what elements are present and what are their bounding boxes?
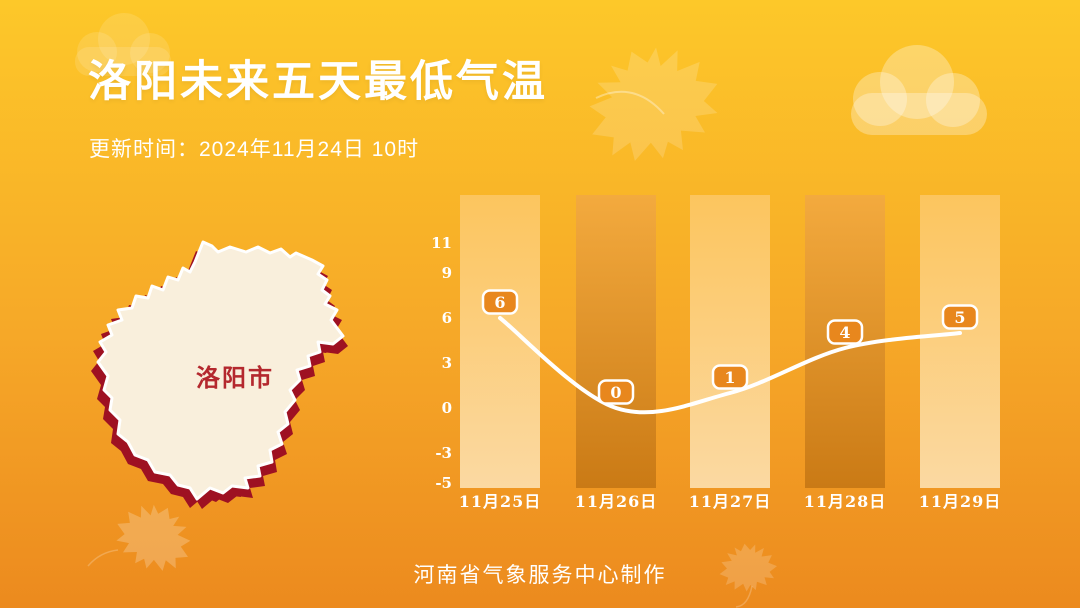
data-label-bubble — [597, 379, 635, 405]
x-axis-label: 11月29日 — [919, 492, 1002, 511]
chart-bar — [576, 195, 656, 488]
x-axis-label: 11月26日 — [575, 492, 658, 511]
x-axis-label: 11月28日 — [804, 492, 887, 511]
temperature-line — [498, 316, 962, 415]
footer-credit: 河南省气象服务中心制作 — [413, 564, 667, 587]
maple-leaf-icon — [568, 26, 736, 180]
x-axis-label: 11月25日 — [459, 492, 542, 511]
data-label-bubble — [481, 289, 519, 315]
y-axis-tick: 9 — [442, 264, 452, 282]
data-label-bubble — [826, 319, 864, 345]
data-label-value: 6 — [494, 293, 505, 312]
region-label: 洛阳市 — [196, 364, 274, 392]
data-label-value: 1 — [724, 368, 735, 387]
leaf-stem-curve — [595, 90, 665, 115]
temperature-chart: 11月25日 11月26日 11月27日 11月28日 11月29日 11 9 6 3 0 -3 -5… — [431, 195, 1002, 511]
data-label-bubble — [711, 364, 749, 390]
data-label-value: 0 — [610, 383, 621, 402]
y-axis-tick: 6 — [442, 309, 452, 327]
update-time: 更新时间：2024年11月24日 10时 — [89, 138, 420, 161]
x-axis-label: 11月27日 — [689, 492, 772, 511]
cloud-icon — [851, 45, 987, 135]
leaf-stem-curve — [735, 585, 753, 608]
y-axis-tick: -3 — [435, 444, 452, 462]
page-title: 洛阳未来五天最低气温 — [88, 58, 548, 106]
data-label-bubble — [941, 304, 979, 330]
y-axis-tick: 0 — [442, 399, 452, 417]
y-axis-tick: -5 — [435, 474, 452, 492]
data-label-value: 4 — [839, 323, 850, 342]
y-axis-tick: 3 — [442, 354, 452, 372]
chart-bar — [690, 195, 770, 488]
luoyang-map: 洛阳市 — [91, 240, 348, 509]
y-axis-tick: 11 — [431, 234, 452, 252]
data-label-value: 5 — [954, 308, 965, 327]
chart-bar — [920, 195, 1000, 488]
